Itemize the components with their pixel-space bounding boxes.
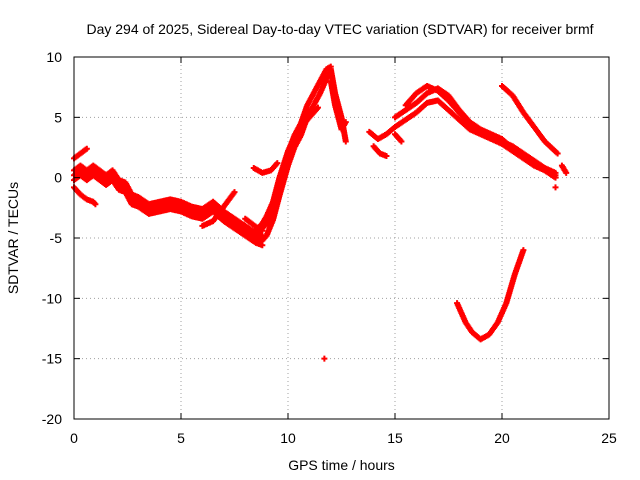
series-arc-3 [71, 172, 266, 249]
data-point [520, 247, 527, 254]
data-point [274, 160, 281, 167]
x-tick-label: 5 [177, 430, 185, 446]
data-point [552, 169, 559, 176]
series-arc-21 [558, 162, 570, 176]
x-tick-label: 25 [601, 430, 617, 446]
y-tick-label: -20 [42, 411, 62, 427]
x-tick-label: 0 [70, 430, 78, 446]
data-point [314, 104, 321, 111]
series-arc-13 [327, 78, 349, 133]
series-arc-5 [71, 184, 99, 208]
x-tick-label: 20 [494, 430, 510, 446]
series-arc-11 [250, 160, 281, 176]
series-arc-14 [321, 355, 328, 362]
x-tick-label: 10 [280, 430, 296, 446]
series-arc-6 [199, 189, 238, 229]
series-arc-17 [402, 82, 559, 176]
data-point [231, 189, 238, 196]
y-tick-label: 10 [46, 49, 62, 65]
data-point [259, 227, 266, 234]
y-tick-label: 5 [54, 109, 62, 125]
y-tick-label: -5 [50, 230, 63, 246]
data-point [92, 201, 99, 208]
data-point [342, 138, 349, 145]
data-point [398, 138, 405, 145]
series-arc-20 [552, 184, 559, 191]
y-tick-label: -15 [42, 351, 62, 367]
data-points [71, 63, 570, 362]
x-axis-label: GPS time / hours [288, 457, 395, 473]
data-point [342, 119, 349, 126]
y-axis-label: SDTVAR / TECUs [5, 182, 21, 294]
tick-layer: 0 5 10 15 20 25 -20 -15 -10 -5 0 5 10 [42, 49, 617, 446]
series-arc-19 [392, 131, 405, 145]
data-point [554, 150, 561, 157]
y-tick-label: 0 [54, 170, 62, 186]
x-tick-label: 15 [387, 430, 403, 446]
y-tick-label: -10 [42, 290, 62, 306]
data-point [321, 355, 328, 362]
data-point [552, 184, 559, 191]
series-arc-23 [454, 247, 527, 343]
data-point [83, 145, 90, 152]
series-arc-18 [370, 143, 390, 159]
data-point [383, 152, 390, 159]
data-point [563, 169, 570, 176]
chart-title: Day 294 of 2025, Sidereal Day-to-day VTE… [86, 21, 593, 37]
series-arc-22 [499, 82, 561, 157]
series-arc-10 [242, 215, 266, 234]
